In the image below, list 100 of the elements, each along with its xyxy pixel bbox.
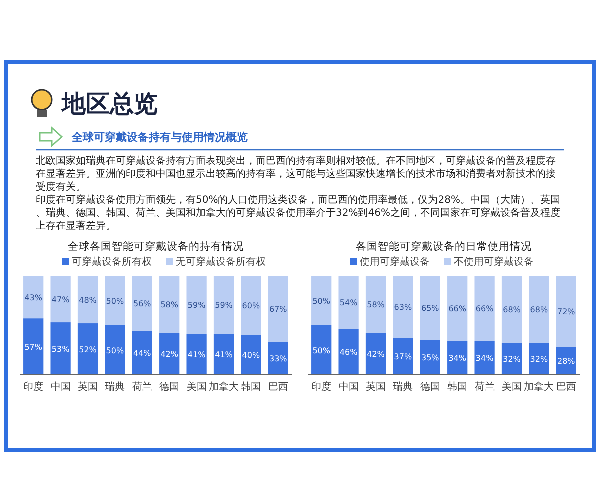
data-label: 57%: [24, 342, 43, 352]
bar: [186, 276, 207, 334]
data-label: 50%: [106, 346, 124, 356]
x-tick-label: 美国: [186, 381, 207, 393]
x-tick-label: 巴西: [268, 382, 288, 393]
legend-label: 无可穿戴设备所有权: [176, 256, 266, 268]
data-label: 54%: [340, 298, 358, 308]
bar: [312, 326, 332, 375]
data-label: 41%: [215, 350, 234, 360]
bar: [214, 334, 234, 375]
x-tick-label: 瑞典: [105, 381, 126, 393]
bar: [393, 338, 414, 375]
bar: [366, 333, 386, 375]
x-tick-label: 加拿大: [524, 381, 554, 393]
bar: [448, 276, 468, 342]
data-label: 67%: [270, 305, 288, 314]
bar: [338, 329, 359, 375]
legend-label: 使用可穿戴设备: [360, 256, 430, 268]
data-label: 68%: [503, 306, 522, 315]
bar: [366, 276, 386, 334]
data-label: 59%: [188, 301, 206, 310]
data-label: 52%: [79, 345, 98, 354]
bar: [186, 334, 207, 375]
bar: [420, 276, 440, 340]
bar: [50, 322, 71, 375]
data-label: 56%: [134, 300, 152, 309]
bar: [393, 276, 414, 338]
x-tick-label: 韩国: [448, 381, 468, 393]
x-tick-label: 韩国: [241, 381, 262, 393]
x-tick-label: 英国: [366, 381, 386, 393]
bar: [132, 331, 152, 375]
bar: [78, 324, 98, 375]
bar: [214, 276, 234, 334]
data-label: 50%: [106, 296, 124, 306]
data-label: 59%: [215, 301, 234, 310]
data-label: 53%: [52, 344, 70, 354]
text: 印度在可穿戴设备使用方面领先，有50%的人口使用这类设备，而巴西的使用率最低，仅为28%。中国（大陆）、英国、瑞典、德国、韩国、荷兰、美国和加拿大的可穿戴设备使用率介于32%到46%之间，不同国家在可穿戴设备普及程度上存在显著差异。: [36, 194, 560, 232]
data-label: 28%: [558, 357, 576, 366]
data-label: 44%: [134, 349, 152, 358]
legend-label: 可穿戴设备所有权: [72, 256, 152, 268]
bar: [78, 276, 98, 324]
x-tick-label: 印度: [24, 381, 44, 393]
data-label: 40%: [242, 351, 260, 360]
bar: [50, 276, 71, 323]
x-tick-label: 荷兰: [474, 381, 495, 393]
bar: [160, 333, 180, 375]
data-label: 37%: [394, 352, 412, 362]
data-label: 32%: [503, 355, 522, 364]
x-tick-label: 巴西: [556, 382, 576, 393]
data-label: 68%: [530, 306, 548, 315]
legend-label: 不使用可穿戴设备: [454, 256, 534, 268]
data-label: 50%: [312, 296, 331, 306]
data-label: 41%: [188, 350, 206, 360]
x-tick-label: 加拿大: [209, 381, 239, 393]
data-label: 58%: [367, 300, 386, 310]
data-label: 33%: [270, 354, 288, 364]
x-tick-label: 英国: [78, 381, 98, 393]
bar: [105, 326, 126, 375]
text: 北欧国家如瑞典在可穿戴设备持有方面表现突出，而巴西的持有率则相对较低。在不同地区，可穿戴设备的普及程度存在显著差异。亚洲的印度和中国也显示出较高的持有率，这可能与这些国家快速增长的技术市场和消费者对新技术的接受度有关。: [36, 155, 556, 193]
x-tick-label: 荷兰: [132, 381, 152, 393]
data-label: 48%: [79, 296, 98, 305]
bar: [160, 276, 180, 334]
chart-title: 各国智能可穿戴设备的日常使用情况: [356, 240, 532, 253]
data-label: 47%: [52, 295, 70, 304]
x-tick-label: 瑞典: [393, 381, 414, 393]
bar: [338, 276, 359, 330]
data-label: 72%: [558, 308, 576, 317]
bar: [24, 276, 44, 319]
bar: [241, 276, 262, 336]
bar: [474, 341, 495, 375]
data-label: 65%: [422, 304, 440, 314]
bar: [24, 318, 44, 375]
data-label: 43%: [24, 293, 43, 302]
bar: [529, 343, 550, 375]
data-label: 58%: [160, 300, 179, 310]
x-tick-label: 中国: [338, 381, 359, 393]
bar: [241, 335, 262, 375]
bar: [268, 276, 288, 342]
x-tick-label: 德国: [160, 382, 180, 393]
data-label: 46%: [340, 348, 358, 358]
bar: [474, 276, 495, 342]
text: 全球可穿戴设备持有与使用情况概览: [71, 131, 248, 144]
x-tick-label: 印度: [312, 381, 332, 393]
bar: [312, 276, 332, 326]
data-label: 66%: [448, 304, 467, 314]
bar: [105, 276, 126, 326]
x-tick-label: 德国: [420, 382, 440, 393]
data-label: 42%: [160, 350, 179, 360]
data-label: 34%: [448, 354, 467, 364]
data-label: 34%: [476, 354, 494, 364]
bar: [529, 276, 550, 344]
bar: [132, 276, 152, 332]
x-tick-label: 中国: [50, 381, 71, 393]
data-label: 32%: [530, 355, 548, 364]
data-label: 66%: [476, 304, 494, 314]
bar: [502, 276, 522, 344]
data-label: 35%: [422, 354, 440, 363]
text: 地区总览: [61, 90, 158, 118]
data-label: 42%: [367, 350, 386, 360]
data-label: 50%: [312, 346, 331, 356]
